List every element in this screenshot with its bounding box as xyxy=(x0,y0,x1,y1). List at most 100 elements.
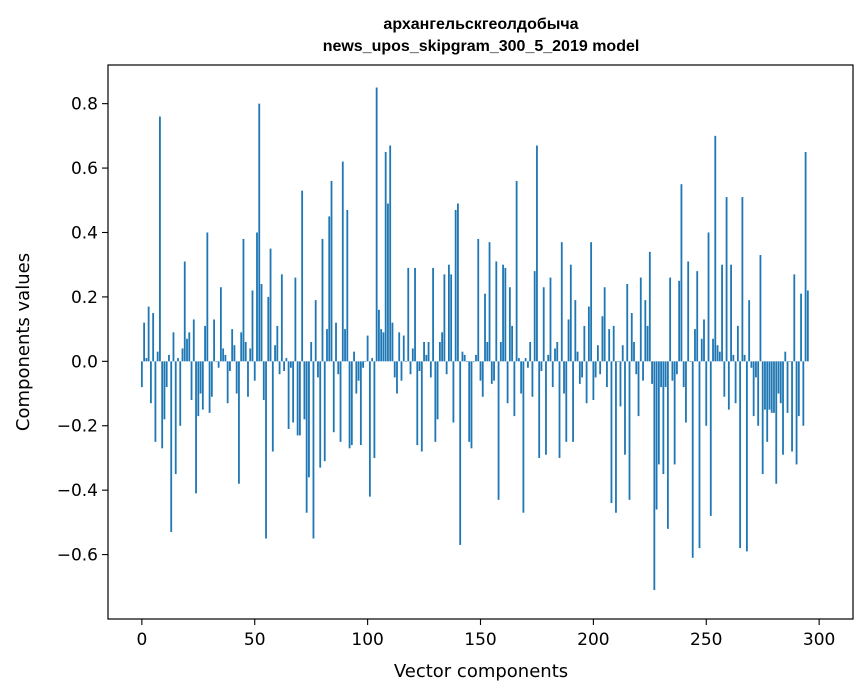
bar-234 xyxy=(669,277,672,362)
bar-16 xyxy=(177,358,179,362)
bar-227 xyxy=(653,361,656,591)
bar-49 xyxy=(251,290,254,362)
bar-256 xyxy=(718,351,721,362)
bar-181 xyxy=(549,277,552,362)
bar-130 xyxy=(434,361,437,442)
bar-159 xyxy=(499,342,502,362)
bar-100 xyxy=(366,335,369,362)
bar-229 xyxy=(657,361,660,465)
bar-59 xyxy=(274,345,276,362)
plot-frame xyxy=(107,64,854,620)
bar-169 xyxy=(522,361,525,513)
bar-13 xyxy=(170,361,173,533)
bar-254 xyxy=(714,135,717,362)
bar-288 xyxy=(791,361,793,452)
bar-32 xyxy=(213,319,216,362)
bar-6 xyxy=(154,361,157,442)
bar-247 xyxy=(698,361,701,549)
bar-1 xyxy=(143,322,146,362)
bar-123 xyxy=(418,361,421,371)
bar-195 xyxy=(581,361,583,378)
x-tick-label: 200 xyxy=(577,630,609,650)
x-tick-label: 100 xyxy=(351,630,383,650)
bar-19 xyxy=(183,261,186,362)
bar-61 xyxy=(278,361,281,375)
bar-259 xyxy=(725,197,728,362)
bar-75 xyxy=(310,342,313,362)
bar-258 xyxy=(723,361,726,397)
bar-85 xyxy=(332,361,335,433)
bar-209 xyxy=(612,325,615,362)
bar-191 xyxy=(572,361,574,442)
bar-168 xyxy=(520,361,523,394)
bar-281 xyxy=(775,361,778,484)
bar-269 xyxy=(748,300,751,362)
bar-252 xyxy=(709,361,712,516)
bar-47 xyxy=(247,361,249,397)
bar-101 xyxy=(368,361,371,497)
bar-148 xyxy=(475,354,477,362)
bar-211 xyxy=(617,361,620,362)
bar-146 xyxy=(470,361,473,449)
bar-274 xyxy=(759,255,762,362)
bar-240 xyxy=(682,361,685,388)
bar-208 xyxy=(610,361,613,504)
bar-231 xyxy=(662,361,665,475)
bar-207 xyxy=(608,329,611,362)
bar-267 xyxy=(743,354,746,362)
bar-280 xyxy=(773,361,775,413)
bar-144 xyxy=(466,361,468,362)
bar-39 xyxy=(229,361,231,371)
bar-284 xyxy=(782,361,784,455)
bar-111 xyxy=(391,322,394,362)
bar-213 xyxy=(621,345,624,362)
bar-88 xyxy=(339,361,342,442)
bar-46 xyxy=(244,342,247,362)
bar-210 xyxy=(615,361,617,513)
bar-18 xyxy=(181,348,184,362)
bar-113 xyxy=(396,361,398,394)
bar-294 xyxy=(804,151,807,362)
bar-226 xyxy=(651,361,653,384)
bar-185 xyxy=(558,361,561,458)
bar-150 xyxy=(479,361,482,381)
bar-260 xyxy=(727,361,730,410)
bar-140 xyxy=(457,203,459,362)
bar-291 xyxy=(797,361,800,417)
bar-44 xyxy=(240,332,243,362)
bar-94 xyxy=(353,351,355,362)
bar-79 xyxy=(319,361,322,468)
x-axis-ticks: 0 50 100 150 200 250 300 xyxy=(136,619,835,650)
bar-278 xyxy=(768,361,771,410)
y-tick-label: −0.6 xyxy=(57,546,98,566)
bar-255 xyxy=(716,345,719,362)
bar-83 xyxy=(328,216,331,362)
bar-143 xyxy=(463,354,466,362)
bar-249 xyxy=(703,319,705,362)
bar-283 xyxy=(779,361,782,404)
chart-title-line-1: архангельскгеолдобыча xyxy=(383,16,578,33)
bar-289 xyxy=(793,274,796,362)
y-tick-label: 0.6 xyxy=(71,159,98,179)
bar-38 xyxy=(226,361,229,404)
y-tick-label: 0.4 xyxy=(71,223,98,243)
bar-112 xyxy=(393,361,396,378)
bar-236 xyxy=(673,361,676,465)
bar-292 xyxy=(800,293,802,362)
bar-27 xyxy=(201,361,204,410)
bar-70 xyxy=(298,361,301,436)
bar-263 xyxy=(734,361,737,404)
bar-244 xyxy=(691,361,694,558)
bar-40 xyxy=(231,329,234,362)
bar-121 xyxy=(414,267,416,362)
bar-82 xyxy=(326,329,328,362)
bar-10 xyxy=(163,361,166,420)
bar-34 xyxy=(217,361,220,368)
bar-189 xyxy=(567,319,570,362)
bar-198 xyxy=(587,306,590,362)
bar-133 xyxy=(441,332,444,362)
bar-117 xyxy=(405,361,407,362)
bar-293 xyxy=(802,361,805,426)
x-tick-label: 50 xyxy=(244,630,266,650)
bar-166 xyxy=(515,180,518,362)
